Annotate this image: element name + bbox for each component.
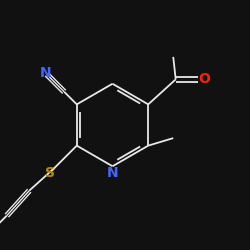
Text: O: O bbox=[198, 72, 210, 86]
Text: N: N bbox=[40, 66, 51, 80]
Text: N: N bbox=[107, 166, 118, 180]
Text: S: S bbox=[45, 166, 55, 179]
